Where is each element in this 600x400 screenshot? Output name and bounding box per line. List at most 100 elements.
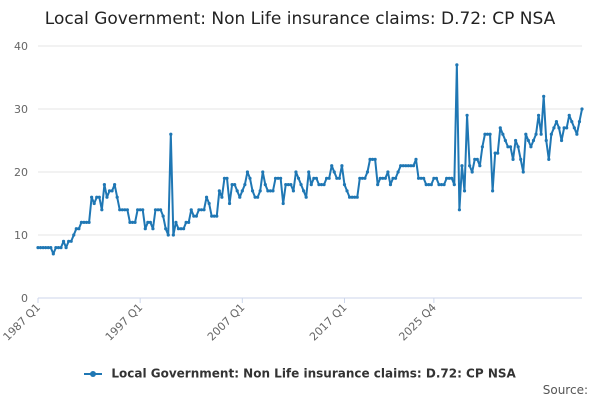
data-point[interactable]	[345, 189, 349, 193]
data-point[interactable]	[307, 170, 311, 174]
data-point[interactable]	[419, 176, 423, 180]
data-point[interactable]	[194, 214, 198, 218]
data-point[interactable]	[557, 126, 561, 130]
data-point[interactable]	[483, 132, 487, 136]
data-point[interactable]	[273, 176, 278, 180]
data-point[interactable]	[294, 170, 298, 174]
data-point[interactable]	[365, 170, 370, 174]
data-point[interactable]	[350, 195, 354, 199]
data-point[interactable]	[503, 138, 507, 143]
data-point[interactable]	[261, 170, 265, 174]
data-point[interactable]	[199, 208, 204, 212]
data-point[interactable]	[434, 176, 439, 180]
data-point[interactable]	[179, 227, 183, 231]
data-point[interactable]	[59, 246, 63, 250]
data-point[interactable]	[514, 138, 518, 143]
data-point[interactable]	[302, 189, 306, 193]
data-point[interactable]	[383, 176, 387, 180]
data-point[interactable]	[554, 120, 559, 124]
data-point[interactable]	[368, 157, 372, 161]
data-point[interactable]	[516, 145, 520, 149]
data-point[interactable]	[465, 113, 469, 117]
data-point[interactable]	[271, 189, 275, 193]
data-point[interactable]	[575, 132, 579, 136]
data-point[interactable]	[439, 183, 444, 187]
data-point[interactable]	[276, 176, 280, 180]
data-point[interactable]	[258, 189, 262, 193]
data-point[interactable]	[44, 246, 48, 250]
data-point[interactable]	[72, 233, 76, 237]
data-point[interactable]	[64, 246, 68, 250]
data-point[interactable]	[256, 195, 260, 199]
data-point[interactable]	[547, 157, 551, 161]
data-point[interactable]	[284, 183, 288, 187]
data-point[interactable]	[92, 201, 96, 206]
data-point[interactable]	[373, 157, 377, 161]
data-point[interactable]	[452, 183, 456, 187]
data-point[interactable]	[429, 183, 433, 187]
data-point[interactable]	[110, 189, 114, 193]
data-point[interactable]	[187, 220, 191, 224]
data-point[interactable]	[174, 220, 178, 224]
data-point[interactable]	[82, 220, 86, 224]
data-point[interactable]	[498, 126, 502, 130]
data-point[interactable]	[79, 220, 84, 224]
data-point[interactable]	[480, 145, 484, 149]
data-point[interactable]	[148, 220, 152, 224]
data-point[interactable]	[41, 246, 45, 250]
data-point[interactable]	[519, 157, 523, 161]
data-point[interactable]	[404, 164, 408, 168]
data-point[interactable]	[386, 170, 390, 174]
data-point[interactable]	[87, 220, 91, 224]
data-point[interactable]	[176, 227, 181, 231]
data-point[interactable]	[233, 183, 237, 187]
data-point[interactable]	[202, 208, 206, 212]
data-point[interactable]	[291, 189, 295, 193]
data-point[interactable]	[151, 227, 155, 231]
data-point[interactable]	[330, 164, 334, 168]
data-point[interactable]	[508, 145, 513, 149]
data-point[interactable]	[90, 195, 94, 199]
data-point[interactable]	[220, 195, 224, 199]
data-point[interactable]	[120, 208, 124, 212]
data-point[interactable]	[143, 227, 147, 231]
data-point[interactable]	[378, 176, 382, 180]
data-point[interactable]	[171, 233, 175, 237]
legend[interactable]: Local Government: Non Life insurance cla…	[0, 366, 600, 381]
data-point[interactable]	[309, 183, 313, 187]
data-point[interactable]	[317, 183, 321, 187]
data-point[interactable]	[133, 220, 137, 224]
data-point[interactable]	[77, 227, 81, 231]
data-point[interactable]	[61, 239, 66, 243]
data-point[interactable]	[521, 170, 525, 174]
data-point[interactable]	[381, 176, 385, 180]
data-point[interactable]	[184, 220, 188, 224]
data-point[interactable]	[526, 138, 530, 143]
data-point[interactable]	[304, 195, 308, 199]
data-point[interactable]	[524, 132, 528, 136]
data-point[interactable]	[327, 176, 331, 180]
data-point[interactable]	[485, 132, 490, 136]
data-point[interactable]	[46, 246, 50, 250]
data-point[interactable]	[567, 113, 571, 117]
data-point[interactable]	[360, 176, 364, 180]
data-point[interactable]	[577, 120, 582, 124]
data-point[interactable]	[358, 176, 362, 180]
data-point[interactable]	[36, 246, 40, 250]
data-point[interactable]	[406, 164, 410, 168]
data-point[interactable]	[192, 214, 196, 218]
data-point[interactable]	[542, 94, 546, 98]
data-point[interactable]	[442, 183, 446, 187]
data-point[interactable]	[225, 176, 229, 180]
data-point[interactable]	[424, 183, 428, 187]
data-point[interactable]	[281, 201, 285, 206]
data-point[interactable]	[565, 126, 569, 130]
data-point[interactable]	[279, 176, 283, 180]
data-point[interactable]	[493, 151, 497, 155]
data-point[interactable]	[250, 189, 255, 193]
data-point[interactable]	[457, 208, 462, 212]
data-point[interactable]	[74, 227, 78, 231]
data-point[interactable]	[248, 176, 252, 180]
data-point[interactable]	[501, 132, 505, 136]
data-point[interactable]	[319, 183, 324, 187]
